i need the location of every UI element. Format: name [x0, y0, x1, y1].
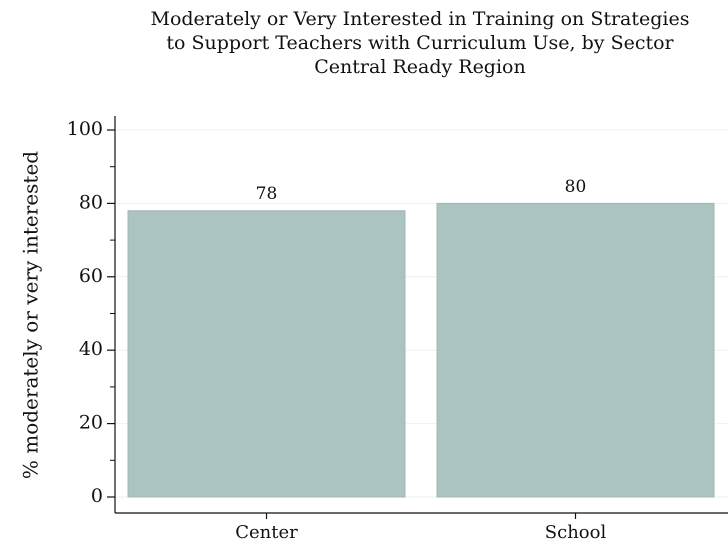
y-tick-label: 40 [79, 338, 103, 360]
value-label: 78 [256, 184, 278, 204]
y-axis-label: % moderately or very interested [19, 151, 43, 479]
bar [436, 202, 715, 498]
y-tick-label: 80 [79, 191, 103, 213]
x-tick-label: School [545, 522, 607, 543]
y-tick-label: 100 [67, 118, 103, 140]
value-label: 80 [565, 177, 587, 197]
chart-title: Central Ready Region [314, 56, 525, 78]
bar [127, 210, 406, 498]
y-tick-label: 0 [91, 485, 103, 507]
x-tick-label: Center [235, 522, 298, 543]
y-tick-label: 60 [79, 265, 103, 287]
y-tick-label: 20 [79, 412, 103, 434]
chart-title: to Support Teachers with Curriculum Use,… [166, 32, 674, 54]
chart-title: Moderately or Very Interested in Trainin… [150, 8, 689, 30]
